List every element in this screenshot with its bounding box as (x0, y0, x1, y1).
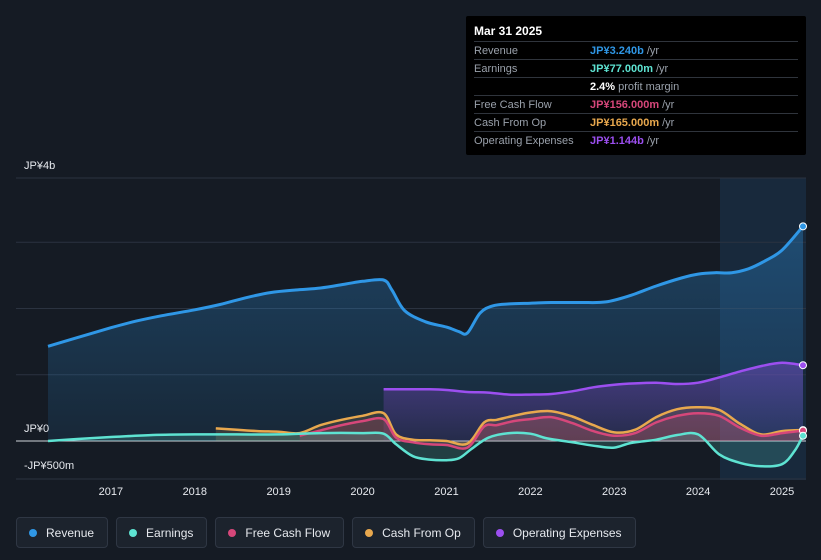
fcf-area (299, 413, 803, 449)
tooltip-row-value: 2.4% (590, 80, 616, 93)
chart-area: 2017 2018 2019 2020 2021 2022 2023 2024 2025 (16, 177, 807, 498)
legend-label: Earnings (146, 525, 194, 540)
earnings-line (47, 431, 805, 468)
tooltip-row-label: Revenue (474, 44, 519, 57)
tooltip-date: Mar 31 2025 (474, 24, 543, 38)
earnings-area (48, 432, 803, 467)
legend-dot-icon (495, 528, 504, 537)
tooltip-row-suffix: /yr (646, 44, 660, 57)
hover-tooltip: Mar 31 2025 Revenue JP¥3.240b/yr Earnings J… (466, 16, 806, 155)
x-tick-label: 2024 (686, 486, 710, 498)
tooltip-row-suffix: /yr (646, 134, 660, 147)
legend-label: Operating Expenses (512, 525, 622, 540)
legend-item-earnings[interactable]: Earnings (116, 517, 208, 548)
tooltip-row-value: JP¥156.000m (590, 98, 660, 111)
revenue-line (47, 225, 805, 348)
tooltip-row-suffix: /yr (656, 62, 669, 75)
tooltip-row-label: Cash From Op (474, 116, 547, 129)
earnings-endpoint (799, 431, 807, 440)
tooltip-row: Free Cash Flow JP¥156.000m/yr (474, 95, 798, 113)
y-label-zero: JP¥0 (24, 423, 50, 435)
x-tick-label: 2022 (518, 486, 542, 498)
cfo-line (215, 405, 804, 446)
revenue-endpoint (799, 222, 807, 231)
x-axis-ticks: 2017 2018 2019 2020 2021 2022 2023 2024 2025 (99, 486, 795, 498)
tooltip-row-value: JP¥1.144b (590, 134, 644, 147)
tooltip-row-value: JP¥77.000m (590, 62, 653, 75)
x-tick-label: 2023 (602, 486, 626, 498)
tooltip-row: Operating Expenses JP¥1.144b/yr (474, 131, 798, 149)
tooltip-row: Revenue JP¥3.240b/yr (474, 41, 798, 59)
tooltip-row-label: Operating Expenses (474, 134, 574, 147)
legend-dot-icon (129, 528, 138, 537)
legend-dot-icon (365, 528, 374, 537)
tooltip-row-label: Free Cash Flow (474, 98, 552, 111)
tooltip-row-value: JP¥165.000m (590, 116, 660, 129)
legend-dot-icon (29, 528, 37, 537)
legend-item-cfo[interactable]: Cash From Op (352, 517, 475, 548)
tooltip-row-suffix: /yr (662, 116, 675, 129)
tooltip-row-suffix: profit margin (618, 80, 680, 93)
y-label-bottom: -JP¥500m (24, 460, 75, 472)
series-endpoints (799, 222, 807, 440)
legend-item-revenue[interactable]: Revenue (16, 517, 109, 548)
x-tick-label: 2019 (266, 486, 290, 498)
tooltip-row: Earnings JP¥77.000m/yr (474, 59, 798, 77)
y-label-top: JP¥4b (24, 160, 56, 172)
legend: Revenue Earnings Free Cash Flow Cash From O… (16, 517, 636, 548)
x-tick-label: 2021 (434, 486, 458, 498)
x-tick-label: 2020 (350, 486, 374, 498)
x-tick-label: 2017 (99, 486, 123, 498)
tooltip-row: 2.4% profit margin (474, 77, 798, 95)
opex-endpoint (799, 361, 807, 370)
tooltip-row-label: Earnings (474, 62, 518, 75)
legend-label: Revenue (46, 525, 95, 540)
legend-dot-icon (228, 528, 237, 537)
legend-label: Free Cash Flow (245, 525, 331, 540)
tooltip-row-suffix: /yr (662, 98, 675, 111)
legend-label: Cash From Op (382, 525, 461, 540)
tooltip-row-value: JP¥3.240b (590, 44, 644, 57)
tooltip-row: Cash From Op JP¥165.000m/yr (474, 113, 798, 131)
legend-item-fcf[interactable]: Free Cash Flow (215, 517, 345, 548)
fcf-line (299, 411, 804, 450)
legend-item-opex[interactable]: Operating Expenses (482, 517, 636, 548)
series-areas (48, 226, 804, 467)
x-tick-label: 2025 (770, 486, 794, 498)
opex-line (383, 361, 804, 397)
x-tick-label: 2018 (183, 486, 207, 498)
series-lines (47, 225, 805, 468)
